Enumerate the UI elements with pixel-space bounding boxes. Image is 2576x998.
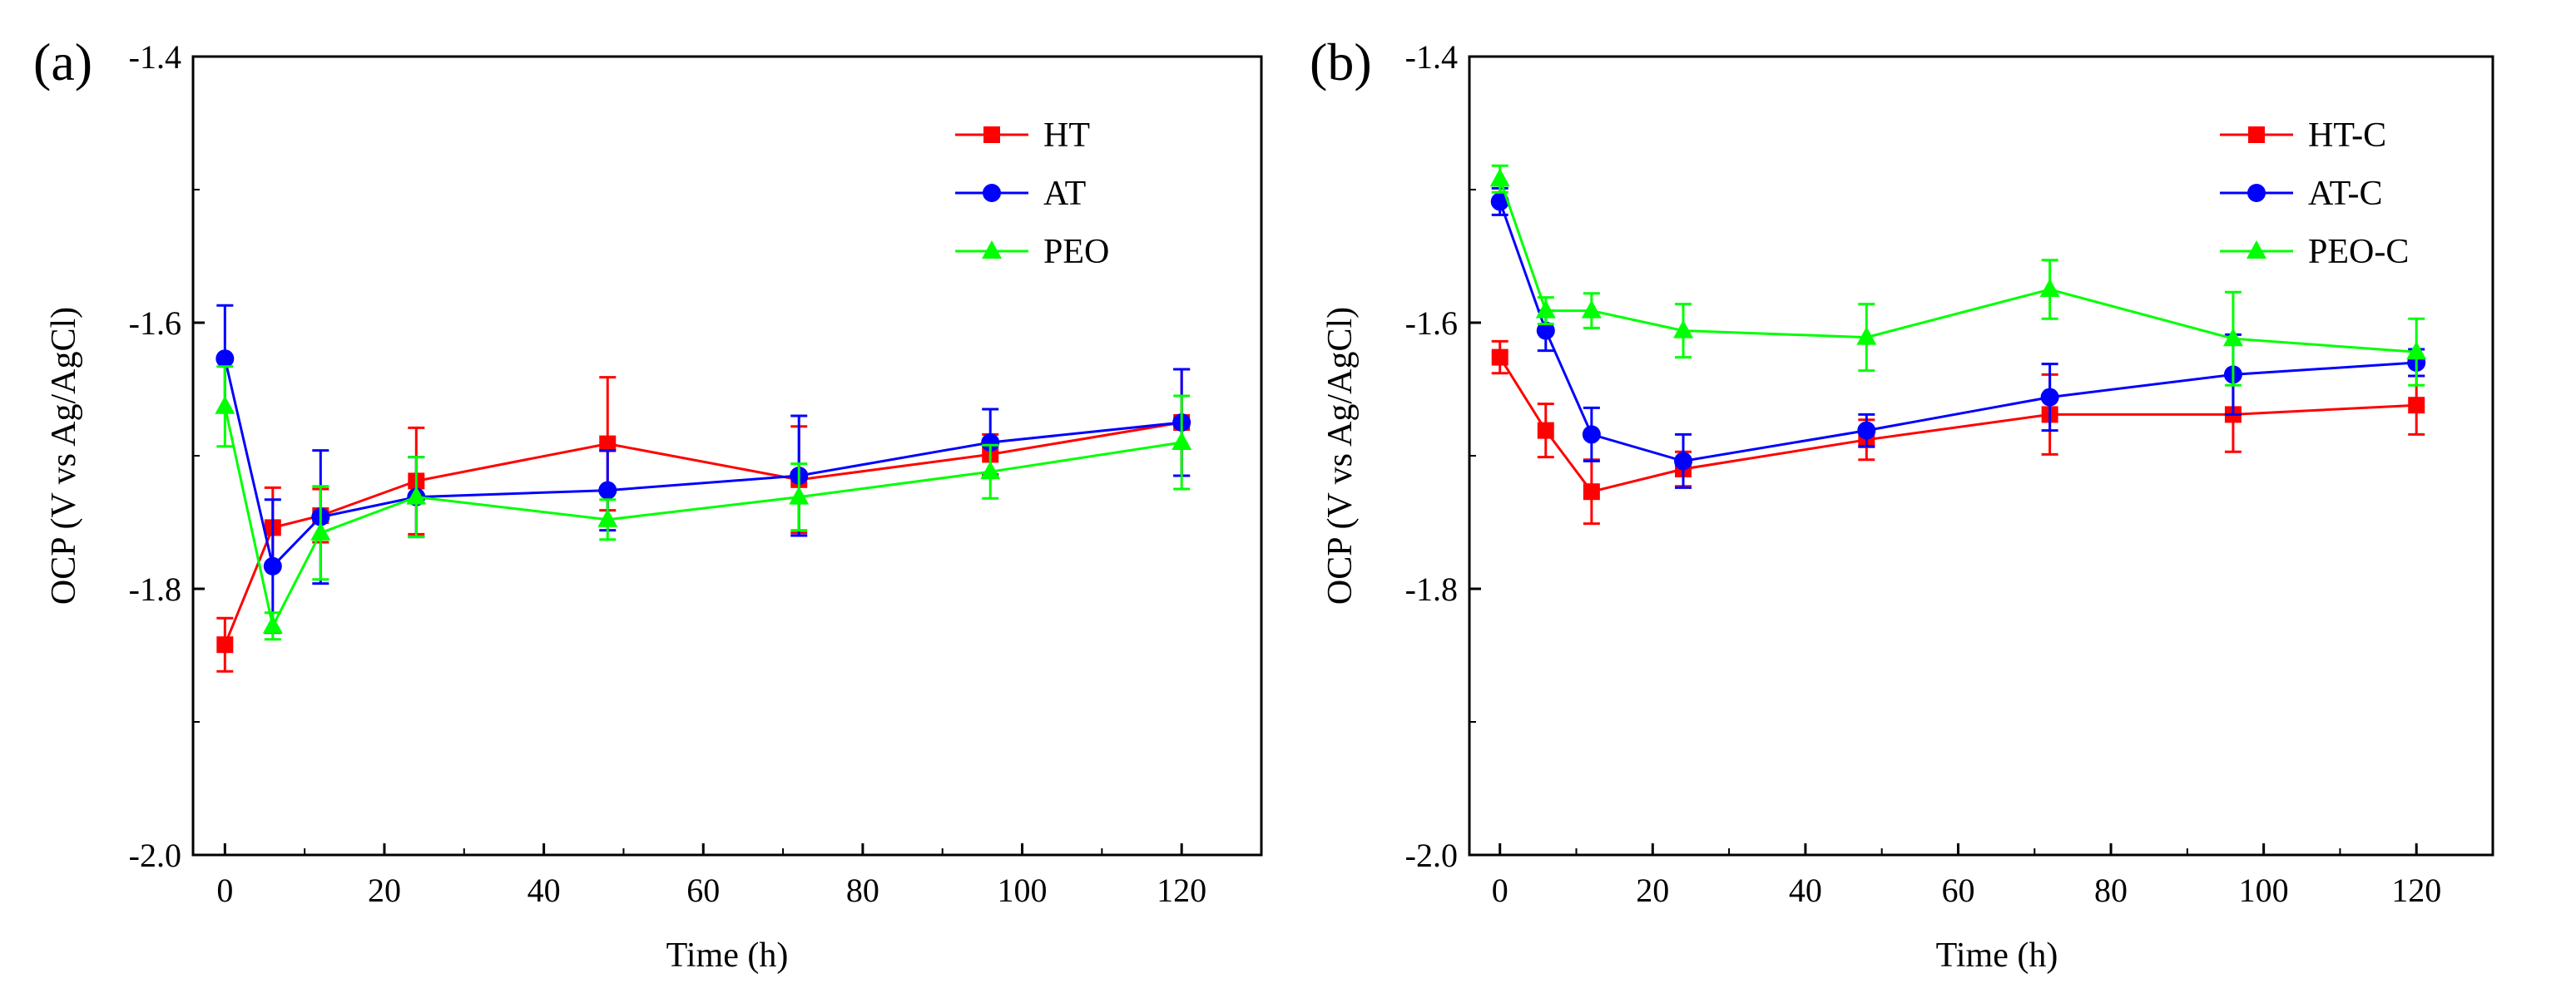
x-tick-label: 0 (216, 872, 233, 909)
peo-point (789, 486, 810, 505)
legend-label-at: AT (1043, 175, 1086, 213)
chart-panel-a: 0 20 40 60 80 100 120 -2.0 -1.8 -1.6 -1.4 (a) Time… (33, 32, 1263, 975)
ht-c-point (1583, 483, 1600, 501)
peo-point (215, 395, 235, 414)
peo-line (223, 406, 1182, 630)
peo-c-point (1856, 326, 1877, 345)
y-tick-label: -2.0 (1405, 837, 1458, 874)
y-tick-label: -1.6 (129, 304, 181, 342)
peo-c-point (1673, 319, 1694, 338)
peo-c-point (1535, 299, 1556, 319)
ht-point (216, 636, 234, 654)
at-point (215, 349, 235, 368)
legend-marker-at (983, 184, 1001, 202)
series-at (215, 304, 1191, 635)
ht-c-point (1537, 422, 1554, 439)
legend-marker-at-c (2247, 184, 2266, 202)
series-peo-c (1489, 164, 2427, 387)
x-tick-label: 120 (2391, 872, 2441, 909)
x-tick-label: 40 (528, 872, 561, 909)
peo-c-point (2039, 279, 2060, 297)
x-tick-label: 80 (846, 872, 879, 909)
legend-marker-peo-c (2247, 240, 2266, 259)
legend-label-ht: HT (1043, 116, 1090, 155)
ht-c-line (1499, 356, 2417, 493)
plot-frame (191, 55, 1263, 857)
y-tick-label: -1.8 (129, 571, 181, 608)
legend-marker-peo (982, 240, 1002, 259)
series-layer (1489, 164, 2427, 526)
peo-c-point (2406, 341, 2427, 360)
at-c-line (1499, 200, 2417, 462)
x-tick-label: 20 (1636, 872, 1669, 909)
y-tick-label: -1.8 (1405, 571, 1458, 608)
peo-point (310, 521, 331, 541)
x-tick-label: 40 (1789, 872, 1822, 909)
y-tick-label: -1.4 (129, 38, 181, 76)
x-tick-label: 60 (1941, 872, 1974, 909)
legend: HT AT PEO (955, 116, 1109, 271)
at-c-point (1536, 321, 1555, 340)
peo-point (406, 486, 427, 505)
peo-point (1172, 432, 1192, 450)
peo-c-line (1499, 178, 2417, 353)
at-line (223, 358, 1182, 569)
legend-label-at-c: AT-C (2308, 175, 2382, 213)
ht-point (599, 435, 617, 452)
peo-point (980, 461, 1001, 480)
at-c-point (1674, 452, 1693, 471)
series-ht-c (1491, 339, 2425, 526)
x-tick-label: 0 (1492, 872, 1508, 909)
x-tick-label: 120 (1157, 872, 1206, 909)
series-layer (215, 304, 1192, 673)
legend-label-peo: PEO (1043, 233, 1109, 271)
at-point (598, 481, 617, 500)
ht-line (223, 421, 1182, 645)
ht-c-point (2408, 397, 2425, 414)
legend: HT-C AT-C PEO-C (2220, 116, 2409, 271)
y-axis-title: OCP (V vs Ag/AgCl) (45, 307, 83, 605)
plot-frame (1468, 55, 2494, 857)
at-point (263, 556, 282, 576)
x-tick-label: 80 (2094, 872, 2128, 909)
series-peo (215, 365, 1192, 641)
y-tick-label: -1.4 (1405, 38, 1458, 76)
ht-c-point (1491, 348, 1508, 366)
chart-panel-b: 0 20 40 60 80 100 120 -2.0 -1.8 -1.6 -1.4 (b) Time… (1310, 32, 2494, 975)
at-c-point (1857, 421, 1876, 440)
x-axis-title: Time (h) (1936, 936, 2058, 975)
x-tick-label: 100 (998, 872, 1048, 909)
peo-c-point (2222, 328, 2243, 347)
peo-point (597, 508, 618, 527)
at-c-point (2040, 388, 2059, 407)
x-tick-label: 100 (2239, 872, 2289, 909)
x-tick-label: 60 (686, 872, 720, 909)
legend-marker-ht (983, 126, 1000, 143)
tick-layer: 0 20 40 60 80 100 120 -2.0 -1.8 -1.6 -1.4 (1405, 38, 2442, 909)
tick-layer: 0 20 40 60 80 100 120 -2.0 -1.8 -1.6 -1.4 (129, 38, 1207, 909)
at-c-point (1490, 192, 1509, 211)
legend-label-ht-c: HT-C (2308, 116, 2386, 155)
y-axis-title: OCP (V vs Ag/AgCl) (1321, 307, 1360, 605)
panel-label: (a) (33, 32, 92, 91)
panel-label: (b) (1310, 32, 1372, 91)
at-point (981, 433, 1000, 452)
peo-c-point (1489, 168, 1510, 187)
y-tick-label: -2.0 (129, 837, 181, 874)
legend-marker-ht-c (2248, 126, 2265, 143)
x-axis-title: Time (h) (666, 936, 789, 975)
x-tick-label: 20 (368, 872, 401, 909)
y-tick-label: -1.6 (1405, 304, 1458, 342)
series-at-c (1490, 186, 2426, 489)
peo-point (262, 615, 283, 634)
legend-label-peo-c: PEO-C (2308, 233, 2409, 271)
series-ht (216, 368, 1191, 673)
at-c-point (1582, 425, 1601, 444)
peo-c-point (1581, 299, 1602, 319)
